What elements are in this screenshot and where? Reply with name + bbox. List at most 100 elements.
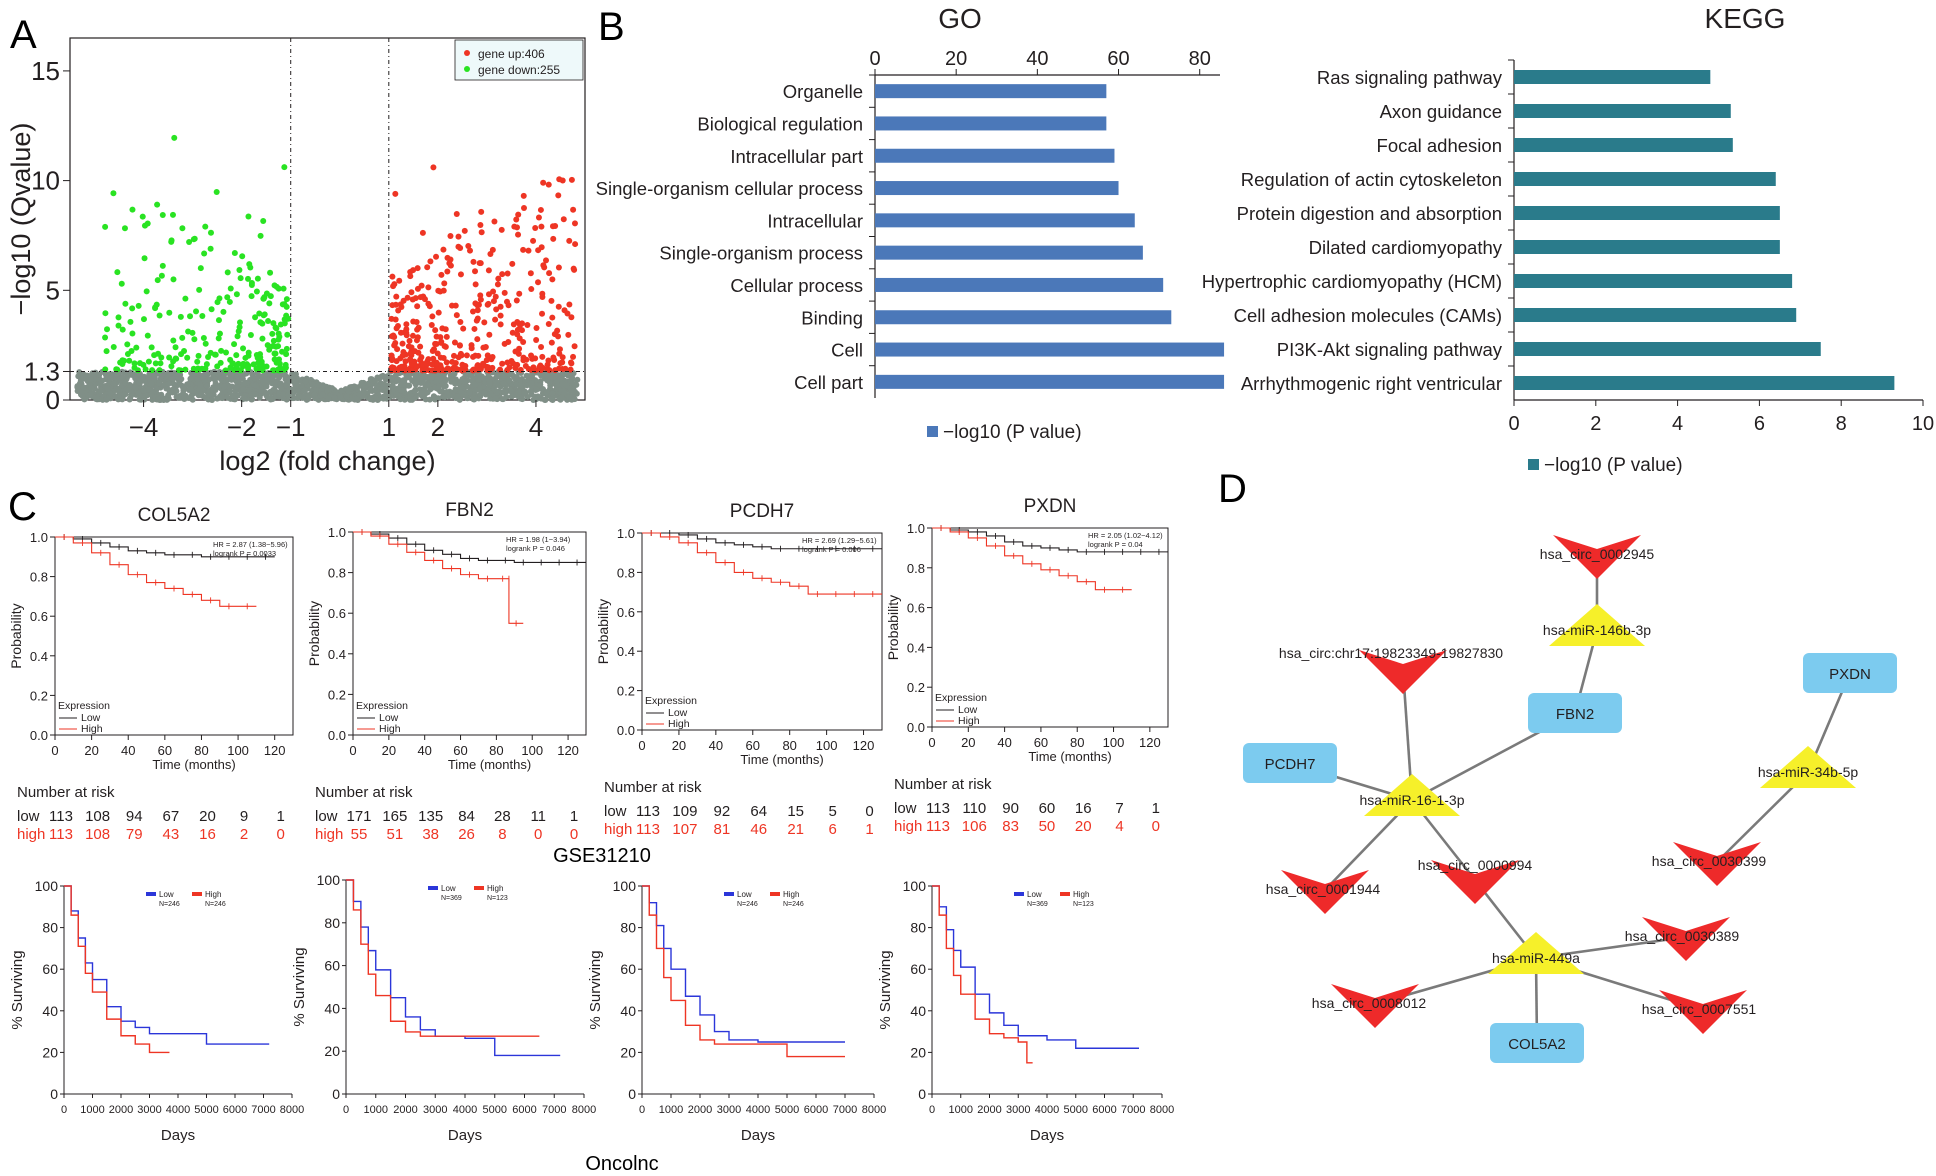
plot-frame: [352, 531, 587, 736]
risk-value-high: 50: [1039, 818, 1056, 835]
point-down: [229, 360, 236, 367]
x-tick-label: 40: [709, 738, 723, 753]
point-up: [537, 206, 544, 213]
legend-label: Low: [159, 890, 174, 899]
panel-label-d: D: [1218, 467, 1247, 511]
point-up: [444, 268, 451, 275]
panel-label-b: B: [598, 5, 625, 49]
value-tick-label: 60: [1107, 48, 1129, 70]
x-tick-label: 0: [51, 743, 58, 758]
point-ns: [481, 389, 488, 396]
point-ns: [233, 383, 240, 390]
x-tick-label: 2000: [977, 1104, 1001, 1116]
risk-value-high: 46: [750, 821, 767, 838]
y-axis-label: −log10 (Qvalue): [6, 123, 36, 316]
plot-title: COL5A2: [138, 505, 211, 526]
point-up: [528, 352, 535, 359]
x-tick-label: 7000: [542, 1104, 566, 1116]
chart-title: GO: [938, 3, 982, 34]
point-up: [497, 321, 504, 328]
point-down: [159, 212, 166, 219]
point-up: [470, 353, 477, 360]
x-tick-label: 100: [1103, 735, 1125, 750]
point-up: [461, 227, 468, 234]
point-up: [437, 354, 444, 361]
source-label: Oncolnc: [585, 1153, 658, 1175]
legend-n: N=246: [159, 901, 180, 908]
point-up: [556, 346, 563, 353]
point-ns: [543, 389, 550, 396]
point-down: [190, 236, 197, 243]
point-ns: [359, 382, 366, 389]
point-up: [478, 229, 485, 236]
point-down: [245, 213, 252, 220]
legend-swatch: [1060, 892, 1070, 896]
point-up: [450, 365, 457, 372]
point-down: [213, 188, 220, 195]
point-up: [491, 218, 498, 225]
panel-label-c: C: [8, 485, 37, 529]
y-tick-label: 1.0: [617, 526, 635, 541]
y-tick-label: 0.2: [30, 688, 48, 703]
node-label: FBN2: [1556, 706, 1594, 723]
point-ns: [311, 391, 318, 398]
point-down: [187, 313, 194, 320]
point-up: [433, 333, 440, 340]
point-down: [275, 285, 282, 292]
point-ns: [456, 396, 463, 403]
point-ns: [241, 371, 248, 378]
point-ns: [87, 391, 94, 398]
x-tick-label: 40: [121, 743, 135, 758]
dataset-label: GSE31210: [553, 845, 651, 867]
point-up: [446, 366, 453, 373]
point-ns: [280, 391, 287, 398]
risk-value-high: 79: [126, 826, 143, 843]
bar: [875, 277, 1164, 292]
point-up: [475, 352, 482, 359]
bar: [875, 181, 1119, 196]
point-up: [481, 362, 488, 369]
risk-value-low: 113: [49, 808, 73, 825]
point-up: [432, 327, 439, 334]
point-ns: [451, 380, 458, 387]
bar: [1514, 206, 1780, 220]
y-tick-label: 20: [910, 1044, 926, 1060]
y-tick-label: 80: [324, 915, 340, 931]
point-up: [410, 318, 417, 325]
point-ns: [169, 375, 176, 382]
node-label: hsa_circ_0030389: [1625, 928, 1740, 944]
risk-value-high: 6: [828, 821, 836, 838]
y-tick-label: 0.6: [30, 609, 48, 624]
point-up: [535, 214, 542, 221]
point-ns: [406, 390, 413, 397]
point-up: [546, 270, 553, 277]
point-down: [135, 302, 142, 309]
hr-stat: HR = 2.05 (1.02−4.12): [1088, 531, 1163, 540]
risk-value-high: 16: [199, 826, 216, 843]
point-up: [474, 336, 481, 343]
point-ns: [209, 396, 216, 403]
point-down: [266, 300, 273, 307]
point-up: [430, 164, 437, 171]
network-node-mrna: FBN2: [1528, 693, 1622, 733]
risk-value-high: 107: [672, 821, 697, 838]
risk-value-low: 0: [865, 803, 873, 820]
circrna-chevron: [1331, 984, 1419, 1028]
point-up: [485, 300, 492, 307]
y-tick-label: 0: [332, 1086, 340, 1102]
point-up: [446, 260, 453, 267]
risk-value-high: 38: [422, 826, 439, 843]
y-axis-label: % Surviving: [587, 950, 604, 1029]
x-tick-label: 8000: [572, 1104, 596, 1116]
point-up: [393, 358, 400, 365]
risk-row-label-low: low: [604, 803, 627, 820]
point-down: [207, 229, 214, 236]
point-up: [485, 267, 492, 274]
point-up: [513, 297, 520, 304]
node-label: hsa_circ_0002945: [1540, 546, 1655, 562]
point-up: [441, 280, 448, 287]
legend-label: High: [958, 715, 980, 727]
x-tick-label: 1: [382, 412, 396, 442]
y-tick-label: 100: [317, 872, 341, 888]
